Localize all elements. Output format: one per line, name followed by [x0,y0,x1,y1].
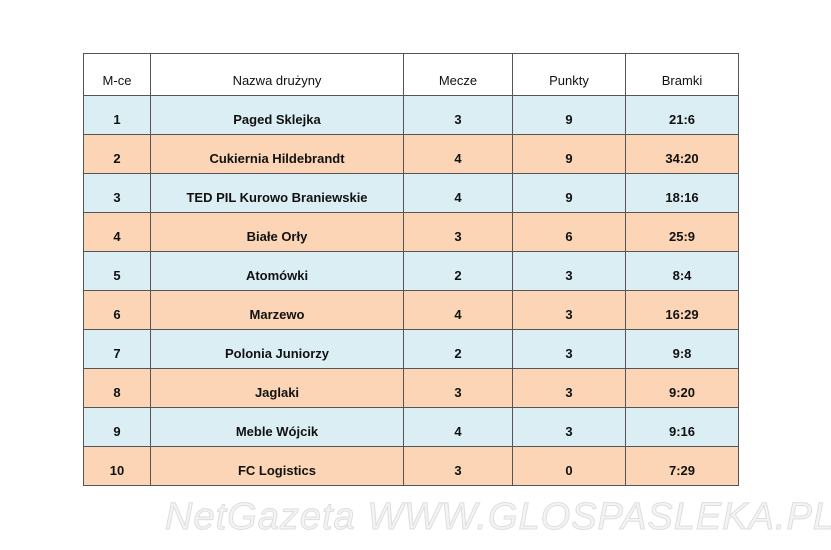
table-cell: 21:6 [625,95,739,135]
table-cell: 34:20 [625,134,739,174]
table-cell: 9:16 [625,407,739,447]
header-cell: Mecze [403,53,513,96]
table-cell: Białe Orły [150,212,404,252]
header-cell: M-ce [83,53,151,96]
table-cell: 3 [403,368,513,408]
table-cell: 6 [512,212,626,252]
table-cell: 3 [512,290,626,330]
table-cell: 4 [83,212,151,252]
table-cell: 2 [83,134,151,174]
table-cell: Jaglaki [150,368,404,408]
watermark: NetGazeta WWW.GLOSPASLEKA.PL [165,496,831,539]
table-cell: 7:29 [625,446,739,486]
table-cell: 1 [83,95,151,135]
table-row: 1 Paged Sklejka 3 9 21:6 [83,95,739,135]
table-cell: 3 [403,95,513,135]
table-row: 4 Białe Orły 3 6 25:9 [83,212,739,252]
table-cell: FC Logistics [150,446,404,486]
table-row: 10 FC Logistics 3 0 7:29 [83,446,739,486]
table-cell: 10 [83,446,151,486]
standings-table: M-ce Nazwa drużyny Mecze Punkty Bramki 1 Page… [83,53,739,486]
table-cell: 2 [403,329,513,369]
table-cell: 3 [403,212,513,252]
table-cell: 8 [83,368,151,408]
table-row: 6 Marzewo 4 3 16:29 [83,290,739,330]
table-cell: 4 [403,290,513,330]
table-body: 1 Paged Sklejka 3 9 21:6 2 Cukiernia Hildebran… [83,95,739,486]
table-cell: Paged Sklejka [150,95,404,135]
table-cell: 16:29 [625,290,739,330]
table-cell: Marzewo [150,290,404,330]
table-cell: 4 [403,134,513,174]
table-cell: 18:16 [625,173,739,213]
table-cell: 9 [512,95,626,135]
table-cell: 6 [83,290,151,330]
table-cell: 4 [403,173,513,213]
table-cell: 7 [83,329,151,369]
table-cell: TED PIL Kurowo Braniewskie [150,173,404,213]
table-cell: 9 [512,173,626,213]
table-cell: Cukiernia Hildebrandt [150,134,404,174]
table-cell: 0 [512,446,626,486]
table-cell: 3 [512,407,626,447]
table-row: 5 Atomówki 2 3 8:4 [83,251,739,291]
table-cell: 9:8 [625,329,739,369]
table-cell: 3 [403,446,513,486]
header-cell: Punkty [512,53,626,96]
table-cell: 9:20 [625,368,739,408]
header-cell: Nazwa drużyny [150,53,404,96]
table-cell: Atomówki [150,251,404,291]
table-row: 9 Meble Wójcik 4 3 9:16 [83,407,739,447]
table-row: 2 Cukiernia Hildebrandt 4 9 34:20 [83,134,739,174]
table-cell: 3 [512,251,626,291]
table-cell: 5 [83,251,151,291]
table-cell: Meble Wójcik [150,407,404,447]
table-cell: Polonia Juniorzy [150,329,404,369]
header-row: M-ce Nazwa drużyny Mecze Punkty Bramki [83,53,739,96]
table-cell: 3 [83,173,151,213]
table-cell: 4 [403,407,513,447]
table-cell: 3 [512,329,626,369]
table-cell: 9 [83,407,151,447]
table-row: 3 TED PIL Kurowo Braniewskie 4 9 18:16 [83,173,739,213]
table-row: 7 Polonia Juniorzy 2 3 9:8 [83,329,739,369]
table-cell: 8:4 [625,251,739,291]
table-cell: 25:9 [625,212,739,252]
table-cell: 3 [512,368,626,408]
table-row: 8 Jaglaki 3 3 9:20 [83,368,739,408]
table-cell: 9 [512,134,626,174]
table-cell: 2 [403,251,513,291]
header-cell: Bramki [625,53,739,96]
